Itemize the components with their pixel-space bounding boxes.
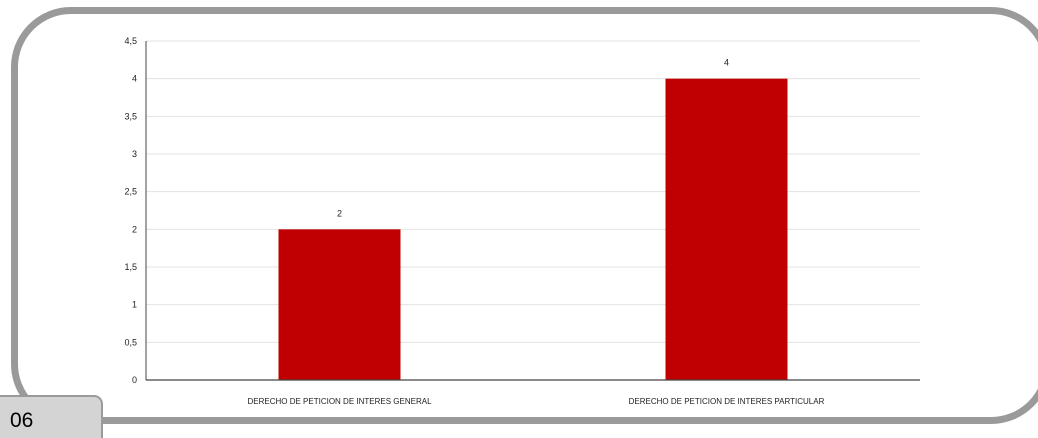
category-label: DERECHO DE PETICION DE INTERES GENERAL xyxy=(247,397,432,406)
page-number: 06 xyxy=(10,409,34,432)
y-tick-label: 0 xyxy=(132,375,137,385)
y-tick-label: 1 xyxy=(132,300,137,310)
y-tick-label: 3 xyxy=(132,149,137,159)
y-axis-ticks: 0 0,5 1 1,5 2 2,5 3 3,5 4 4,5 xyxy=(124,36,137,385)
bars xyxy=(278,78,788,381)
y-tick-label: 2 xyxy=(132,224,137,234)
gridlines xyxy=(146,40,920,343)
y-tick-label: 2,5 xyxy=(124,187,137,197)
y-tick-label: 4 xyxy=(132,74,137,84)
bar xyxy=(278,229,401,380)
page-number-tab: 06 xyxy=(0,395,103,438)
category-labels: DERECHO DE PETICION DE INTERES GENERAL DE… xyxy=(247,397,824,406)
axes xyxy=(145,41,920,381)
data-labels: 24 xyxy=(337,58,729,219)
y-tick-label: 0,5 xyxy=(124,337,137,347)
rounded-frame xyxy=(11,7,1038,424)
data-label: 2 xyxy=(337,208,342,218)
data-label: 4 xyxy=(724,58,729,68)
y-tick-label: 1,5 xyxy=(124,262,137,272)
bar xyxy=(665,78,788,381)
category-label: DERECHO DE PETICION DE INTERES PARTICULA… xyxy=(629,397,825,406)
y-tick-label: 3,5 xyxy=(124,111,137,121)
y-tick-label: 4,5 xyxy=(124,36,137,46)
